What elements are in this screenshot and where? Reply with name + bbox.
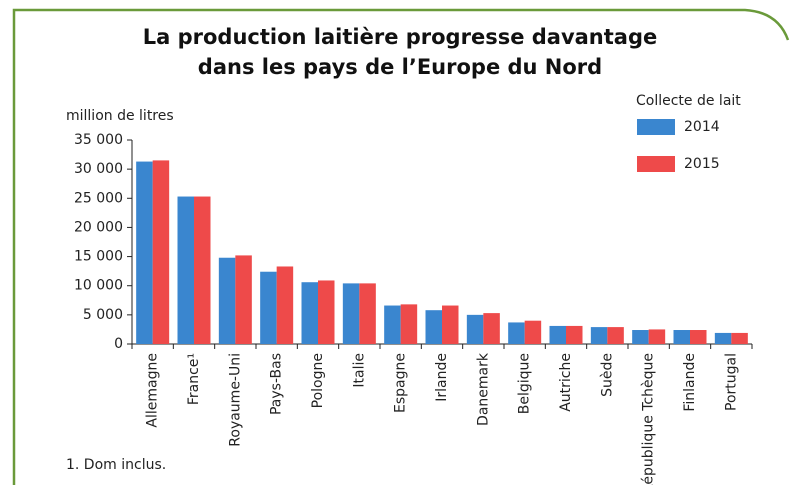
y-tick-label: 0 bbox=[114, 336, 123, 352]
x-tick-label: Danemark bbox=[475, 352, 491, 426]
bar bbox=[648, 329, 666, 344]
bar bbox=[590, 327, 608, 344]
bar bbox=[276, 266, 294, 344]
bar bbox=[549, 325, 566, 344]
bar bbox=[400, 304, 418, 344]
y-tick-label: 10 000 bbox=[74, 278, 123, 294]
y-axis-label: million de litres bbox=[66, 108, 174, 124]
bar bbox=[301, 282, 318, 344]
bar bbox=[218, 257, 236, 344]
bar bbox=[607, 327, 624, 344]
x-tick-label: Allemagne bbox=[145, 353, 161, 428]
y-tick-label: 5 000 bbox=[83, 307, 123, 323]
y-tick-label: 25 000 bbox=[74, 190, 123, 206]
bar bbox=[260, 271, 277, 344]
x-tick-label: Belgique bbox=[517, 353, 533, 414]
bar bbox=[673, 330, 690, 344]
bar bbox=[152, 160, 170, 344]
x-tick-label: Autriche bbox=[558, 353, 574, 412]
bar bbox=[136, 161, 153, 344]
bar bbox=[714, 332, 732, 344]
chart-title: La production laitière progresse davanta… bbox=[143, 25, 658, 49]
x-tick-label: Finlande bbox=[682, 353, 698, 412]
bar bbox=[566, 325, 583, 344]
bar bbox=[690, 330, 707, 344]
bar bbox=[466, 314, 484, 344]
bar bbox=[177, 196, 194, 344]
bar bbox=[342, 283, 360, 344]
bar bbox=[425, 310, 442, 344]
legend-swatch bbox=[637, 119, 675, 135]
x-tick-label: Portugal bbox=[723, 353, 739, 411]
legend-label: 2015 bbox=[684, 156, 720, 172]
legend-swatch bbox=[637, 156, 675, 172]
chart-title: dans les pays de l’Europe du Nord bbox=[198, 55, 602, 79]
x-tick-label: Royaume-Uni bbox=[227, 353, 243, 447]
y-tick-label: 30 000 bbox=[74, 161, 123, 177]
x-tick-label: Irlande bbox=[434, 353, 450, 402]
legend-title: Collecte de lait bbox=[636, 93, 741, 109]
bar bbox=[524, 320, 542, 344]
y-tick-label: 20 000 bbox=[74, 219, 123, 235]
bar bbox=[359, 283, 376, 344]
bar bbox=[508, 322, 525, 344]
bar bbox=[483, 313, 500, 344]
y-tick-label: 35 000 bbox=[74, 132, 123, 148]
legend-label: 2014 bbox=[684, 119, 720, 135]
y-tick-label: 15 000 bbox=[74, 249, 123, 265]
bar bbox=[318, 280, 335, 344]
x-tick-label: Pologne bbox=[310, 353, 326, 408]
footnote: 1. Dom inclus. bbox=[66, 457, 166, 473]
bar bbox=[384, 305, 401, 344]
x-tick-label: Pays-Bas bbox=[269, 353, 285, 415]
bar bbox=[442, 305, 459, 344]
x-tick-label: Espagne bbox=[393, 353, 409, 413]
bar bbox=[731, 332, 748, 344]
x-tick-label: République Tchèque bbox=[641, 353, 657, 485]
bar bbox=[632, 330, 649, 344]
x-tick-label: France¹ bbox=[186, 353, 202, 405]
bar bbox=[194, 196, 211, 344]
bar bbox=[235, 255, 252, 344]
x-tick-label: Italie bbox=[351, 353, 367, 388]
x-tick-label: Suède bbox=[599, 353, 615, 397]
frame bbox=[12, 8, 790, 485]
